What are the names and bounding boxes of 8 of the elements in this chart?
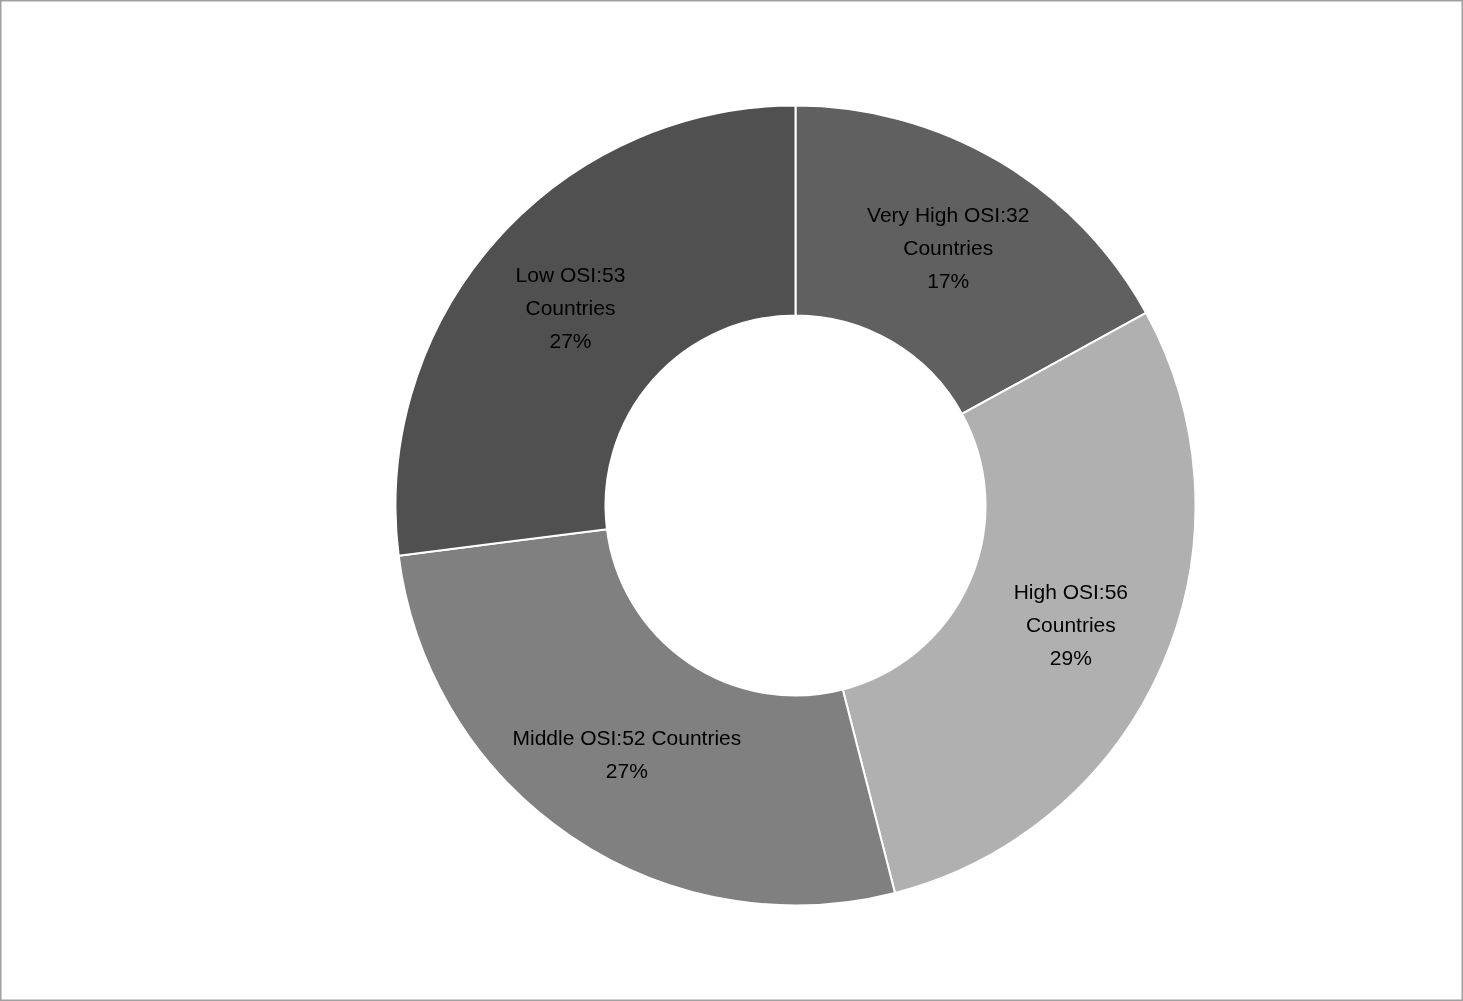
data-label: 17% [927,268,970,292]
slice-label: Very High OSI:32 Countries [867,202,1030,259]
slice-label: Middle OSI:52 Countries [512,725,742,749]
data-label: 29% [1049,646,1092,670]
data-label: 27% [549,328,592,352]
data-label: 27% [605,758,648,782]
slice-label: Low OSI:53 Countries [515,262,626,319]
slice-label: High OSI:56 Countries [1013,580,1129,637]
